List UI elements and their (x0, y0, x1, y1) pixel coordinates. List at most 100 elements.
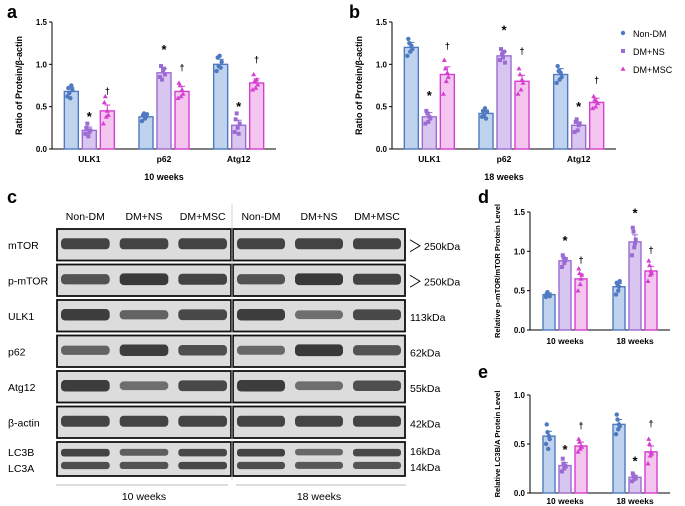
data-point (445, 74, 451, 79)
data-point (593, 104, 599, 109)
data-point (500, 52, 504, 57)
data-point (544, 422, 549, 427)
panel-label-b: b (349, 2, 360, 22)
data-point (444, 70, 450, 75)
x-tick-label: 18 weeks (616, 336, 654, 346)
data-point (633, 241, 637, 246)
blot-band (295, 381, 343, 391)
blot-group-label: 10 weeks (122, 491, 166, 503)
data-point (105, 112, 111, 117)
blot-size-label: 55kDa (410, 383, 441, 395)
blot-band (353, 273, 401, 285)
blot-size-label: 42kDa (410, 418, 441, 430)
data-point (547, 293, 552, 299)
blot-band-lc3b (178, 448, 227, 457)
data-point (633, 476, 638, 481)
data-point (615, 417, 620, 422)
data-point (630, 479, 634, 484)
blot-size-label: 62kDa (410, 347, 441, 359)
blot-row-label: mTOR (8, 240, 39, 252)
data-point (178, 93, 184, 99)
data-point (235, 125, 240, 130)
data-point (561, 255, 566, 260)
data-point (161, 69, 165, 74)
blot-band (119, 344, 169, 356)
data-point (632, 245, 637, 250)
legend-marker (620, 30, 626, 36)
legend-label: Non-DM (633, 29, 667, 39)
chart-panel-d: 0.0 0.5 1.0 1.5 Relative p-mTOR/mTOR Protein… (493, 204, 670, 346)
bar-dmmsc-1 (644, 270, 658, 331)
y-tick-label: 0.5 (36, 103, 48, 112)
data-point (617, 279, 622, 284)
blot-band (295, 344, 343, 357)
bar-dmmsc-1 (644, 451, 658, 494)
blot-size-label: 250kDa (424, 241, 460, 253)
data-point (515, 91, 521, 96)
y-tick-label: 0.5 (514, 287, 526, 296)
data-point (547, 436, 552, 442)
data-point (613, 432, 619, 437)
blot-group-label: 18 weeks (297, 491, 341, 503)
y-tick-label: 1.5 (514, 208, 526, 217)
blot-band (295, 238, 343, 250)
chart-panel-e: 0.0 0.5 1.0 Relative LC3B/A Protein Level 10… (493, 391, 670, 506)
data-point (630, 253, 634, 258)
data-point (139, 118, 145, 124)
data-point (498, 58, 502, 63)
blot-band-lc3a (295, 461, 343, 469)
data-point (579, 444, 585, 449)
data-point (409, 43, 414, 48)
data-point (442, 65, 448, 71)
data-point (483, 116, 489, 121)
data-point (578, 276, 584, 281)
y-tick-label: 1.0 (376, 60, 388, 69)
data-point (218, 65, 223, 70)
data-point (543, 441, 549, 447)
legend: Non-DM DM+NS DM+MSC (620, 29, 673, 75)
data-point (66, 85, 71, 91)
blot-row-label-lc3b: LC3B (8, 447, 34, 459)
data-point (613, 292, 619, 297)
blot-row-label-lc3a: LC3A (8, 463, 34, 475)
blot-band-lc3b (119, 448, 169, 456)
data-point (520, 80, 526, 85)
data-point (576, 436, 582, 441)
blot-strip (232, 441, 406, 477)
data-point (217, 53, 222, 59)
panel-label-a: a (7, 2, 18, 22)
x-tick-label: p62 (497, 154, 512, 164)
blot-column-header: DM+NS (300, 211, 337, 223)
blot-band (119, 273, 169, 286)
significance-star: * (632, 454, 638, 469)
y-axis-label: Relative LC3B/A Protein Level (493, 391, 502, 498)
data-point (558, 70, 563, 76)
blot-band-lc3a (61, 461, 110, 470)
chart-panel-b: 0.0 0.5 1.0 1.5 Ratio of Protein/β-actin ULK1… (354, 18, 616, 182)
data-point (591, 93, 597, 99)
data-point (560, 456, 565, 461)
data-point (546, 446, 551, 452)
data-point (144, 112, 150, 117)
data-point (84, 125, 89, 130)
data-point (573, 119, 578, 124)
data-point (482, 106, 488, 111)
blot-band (295, 273, 343, 286)
blot-band (119, 415, 169, 427)
data-point (232, 130, 237, 135)
bar-nondm-2 (552, 73, 569, 150)
data-point (645, 278, 651, 284)
data-point (177, 82, 183, 88)
data-point (518, 87, 524, 92)
data-point (563, 257, 568, 262)
significance-dagger: † (519, 46, 524, 56)
data-point (441, 57, 447, 62)
blot-band-lc3b (295, 448, 343, 456)
blot-row-label: p-mTOR (8, 275, 48, 287)
data-point (254, 76, 260, 82)
significance-star: * (501, 23, 507, 38)
significance-dagger: † (648, 245, 653, 255)
blot-band (178, 309, 227, 321)
blot-band (237, 415, 285, 427)
blot-band (353, 238, 401, 250)
